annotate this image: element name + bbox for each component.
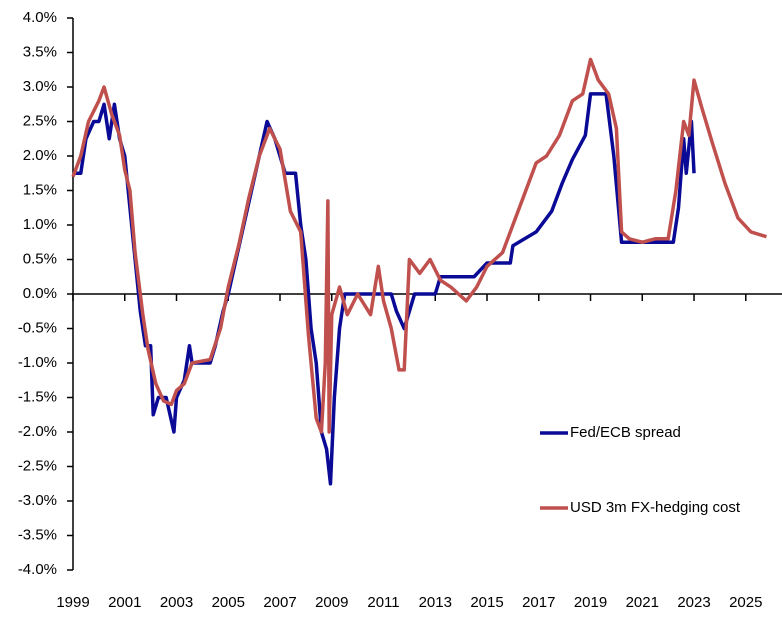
y-tick-label: -3.5% xyxy=(18,526,57,543)
x-tick-label: 2021 xyxy=(626,594,659,611)
x-tick-label: 2007 xyxy=(263,594,296,611)
y-tick-label: -2.0% xyxy=(18,423,57,440)
x-tick-label: 2013 xyxy=(419,594,452,611)
y-tick-label: -4.0% xyxy=(18,561,57,578)
y-tick-label: 1.5% xyxy=(23,181,57,198)
y-tick-label: -1.5% xyxy=(18,388,57,405)
legend-label: Fed/ECB spread xyxy=(570,424,681,441)
x-tick-label: 2015 xyxy=(470,594,503,611)
x-tick-label: 2005 xyxy=(212,594,245,611)
y-tick-label: 1.0% xyxy=(23,216,57,233)
y-tick-label: 3.0% xyxy=(23,78,57,95)
y-tick-label: 3.5% xyxy=(23,43,57,60)
x-tick-label: 2023 xyxy=(677,594,710,611)
y-tick-label: 2.0% xyxy=(23,147,57,164)
x-tick-label: 2001 xyxy=(108,594,141,611)
y-tick-label: 0.0% xyxy=(23,285,57,302)
x-tick-label: 2019 xyxy=(574,594,607,611)
y-tick-label: 4.0% xyxy=(23,9,57,26)
series-line xyxy=(71,57,767,434)
x-tick-label: 2011 xyxy=(367,594,399,611)
x-tick-label: 2017 xyxy=(522,594,555,611)
x-tick-label: 2003 xyxy=(160,594,193,611)
y-tick-label: -2.5% xyxy=(18,457,57,474)
y-tick-label: -1.0% xyxy=(18,354,57,371)
y-tick-label: 2.5% xyxy=(23,112,57,129)
y-tick-label: -0.5% xyxy=(18,319,57,336)
x-tick-label: 2025 xyxy=(729,594,762,611)
y-tick-label: -3.0% xyxy=(18,492,57,509)
x-tick-label: 1999 xyxy=(56,594,89,611)
y-tick-label: 0.5% xyxy=(23,250,57,267)
x-tick-label: 2009 xyxy=(315,594,348,611)
legend-label: USD 3m FX-hedging cost xyxy=(570,499,741,516)
